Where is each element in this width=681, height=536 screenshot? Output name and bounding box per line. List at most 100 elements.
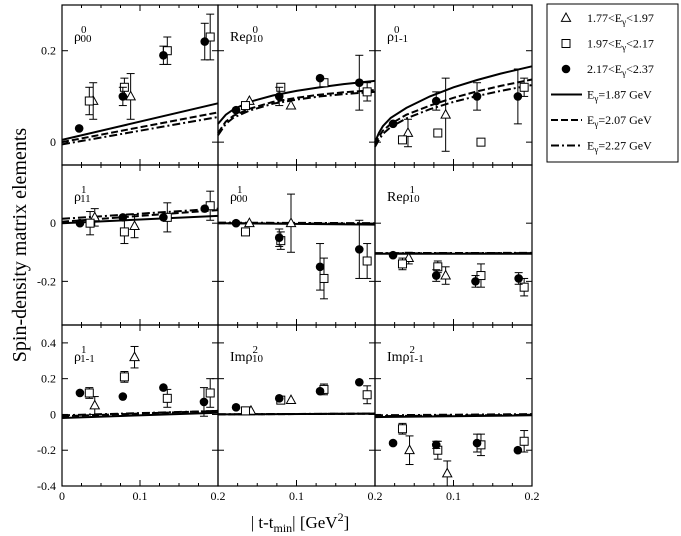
data-point-circle [159, 383, 168, 392]
x-tick-label: 0.1 [133, 489, 148, 503]
data-point-circle [75, 218, 85, 228]
data-point-square [433, 128, 443, 138]
panel-re-rho-0-10: Reρ0 10 [217, 4, 376, 166]
data-point-square [84, 388, 94, 398]
data-point-circle [118, 392, 128, 401]
data-point-triangle [89, 399, 101, 410]
data-point-square [362, 87, 372, 97]
data-point-circle [355, 245, 364, 254]
panel-im-rho-2-1-1: Imρ2 1-1 [374, 324, 533, 487]
legend-marker-triangle [560, 11, 572, 22]
curve-dashdot [61, 116, 219, 146]
data-point-circle [75, 388, 85, 398]
data-point-circle [514, 274, 523, 283]
curve-dashdot [374, 84, 533, 148]
data-point-triangle [402, 126, 414, 137]
legend: 1.77<Eγ<1.97 1.97<Eγ<2.17 2.17<Eγ<2.37 Eγ=1… [546, 3, 679, 163]
panel-label: Imρ2 10 [230, 344, 264, 365]
data-point-triangle [129, 351, 140, 362]
data-point-circle [274, 394, 284, 403]
data-point-circle [199, 397, 209, 407]
data-point-square [397, 259, 407, 269]
data-point-square [519, 282, 529, 292]
curve-solid [61, 411, 219, 419]
data-point-circle [388, 119, 398, 129]
x-axis-label: | t-tmin| [GeV2] [251, 510, 350, 535]
data-point-circle [431, 271, 441, 280]
data-point-square [85, 218, 95, 228]
data-point-circle [472, 438, 482, 448]
panel-rho-0-1-1: ρ0 1-1 [374, 4, 533, 166]
legend-label: Eγ=1.87 GeV [587, 88, 652, 104]
data-point-circle [231, 218, 241, 228]
data-point-square [119, 227, 129, 237]
data-point-circle [315, 262, 325, 272]
data-point-circle [355, 78, 364, 88]
panel-im-rho-2-10: Imρ2 10 [217, 324, 376, 487]
data-point-circle [159, 213, 168, 222]
data-point-circle [513, 445, 523, 455]
curve-dashdot [374, 413, 533, 417]
data-point-triangle [129, 220, 140, 230]
data-point-square [362, 256, 372, 266]
panel-label: Imρ2 1-1 [387, 344, 424, 365]
curve-dashed [61, 111, 219, 144]
curve-dashdot [61, 207, 219, 220]
data-point-circle [200, 204, 210, 213]
data-point-circle [159, 50, 168, 60]
data-point-triangle [404, 444, 415, 455]
data-point-triangle [403, 252, 415, 262]
curve-dashdot [61, 409, 219, 417]
panel-frame [217, 4, 376, 166]
legend-label: Eγ=2.07 GeV [587, 113, 652, 129]
data-point-circle [355, 377, 364, 387]
panel-re-rho-1-10: Reρ1 10 [374, 164, 533, 326]
data-point-circle [472, 92, 482, 101]
data-point-circle [231, 402, 241, 412]
data-point-circle [315, 73, 325, 83]
x-tick-label: 0.2 [211, 489, 226, 503]
data-point-circle [231, 105, 241, 115]
curve-dashed [374, 78, 533, 145]
data-point-triangle [285, 394, 297, 405]
data-point-square [205, 32, 215, 42]
data-point-circle [431, 96, 441, 106]
legend-frame [546, 3, 679, 163]
panel-label: Reρ1 10 [387, 184, 420, 205]
panel-rho-1-11: ρ1 11 [61, 164, 219, 326]
y-tick-label: 0 [50, 216, 56, 230]
panel-label: Reρ0 10 [230, 24, 264, 45]
curve-solid [217, 79, 376, 125]
y-tick-label: 0 [50, 135, 56, 149]
data-point-square [519, 436, 529, 446]
panel-frame [374, 324, 533, 487]
data-point-square [205, 388, 215, 398]
data-point-square [119, 372, 129, 382]
data-point-square [476, 137, 486, 147]
data-point-triangle [89, 211, 101, 222]
legend-marker-circle [561, 64, 571, 74]
y-tick-label: -0.2 [37, 274, 56, 288]
data-point-square [362, 390, 372, 400]
data-point-square [162, 393, 172, 403]
data-point-square [397, 135, 407, 145]
data-point-triangle [440, 269, 452, 280]
data-point-circle [274, 92, 284, 101]
x-tick-label: 0.2 [368, 489, 383, 503]
legend-label: Eγ=2.27 GeV [587, 139, 652, 155]
y-tick-label: -0.4 [37, 479, 56, 493]
panel-frame [374, 164, 533, 326]
curve-solid [61, 102, 219, 141]
y-tick-label: 0.4 [41, 336, 56, 350]
data-point-circle [200, 37, 210, 46]
data-point-triangle [441, 467, 453, 478]
data-point-triangle [125, 90, 137, 101]
data-point-circle [118, 213, 128, 222]
x-tick-label: 0 [59, 489, 65, 503]
x-tick-label: 0.2 [525, 489, 540, 503]
y-tick-label: 0 [50, 407, 56, 421]
y-tick-label: 0.2 [41, 44, 56, 58]
legend-label: 1.77<Eγ<1.97 [587, 11, 654, 27]
legend-marker-square [561, 39, 571, 48]
